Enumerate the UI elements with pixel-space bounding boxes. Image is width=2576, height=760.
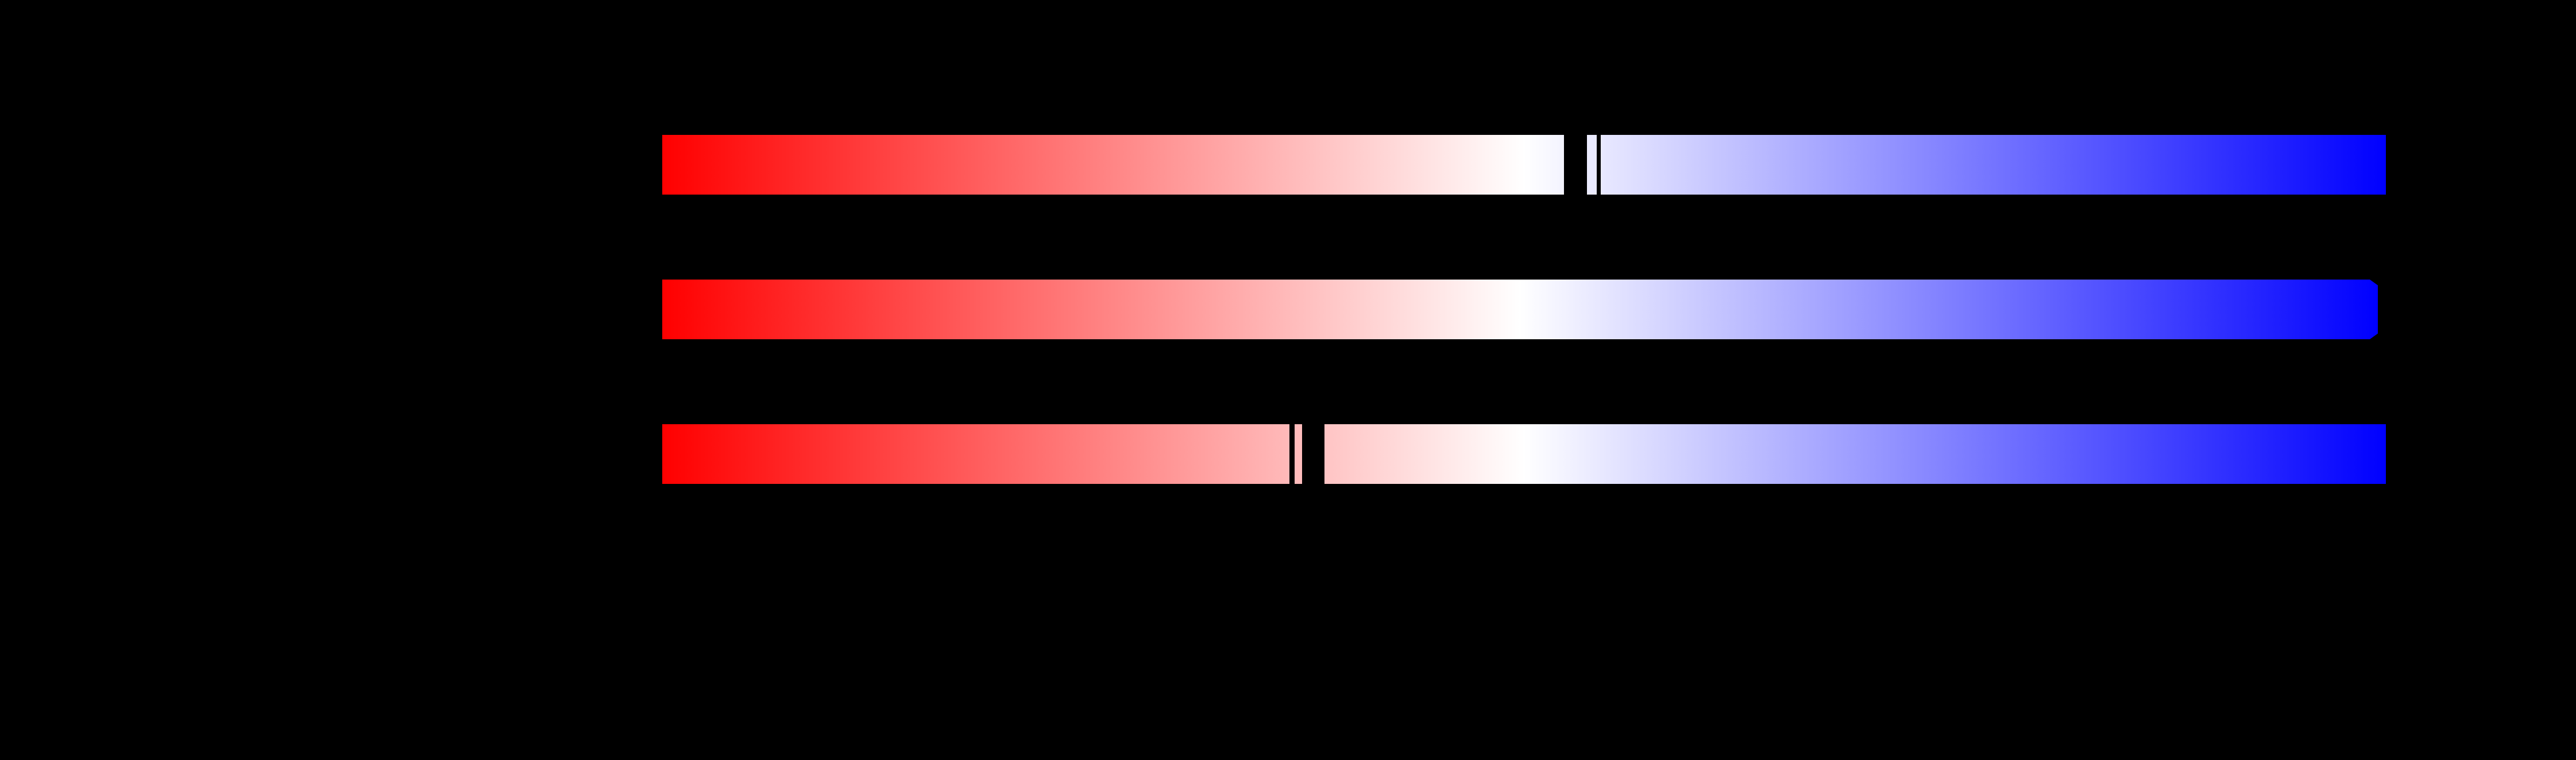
bar-break-marker <box>1289 424 1295 484</box>
bar-break-marker <box>1564 134 1587 195</box>
gradient-bar-2 <box>662 280 2378 339</box>
bar-break-marker <box>1597 134 1601 195</box>
gradient-bar-1 <box>662 134 2386 195</box>
bar-break-marker <box>1302 424 1324 484</box>
gradient-bar-3 <box>662 424 2386 484</box>
